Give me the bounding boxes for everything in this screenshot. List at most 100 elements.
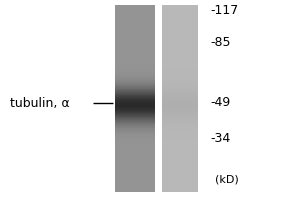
Bar bbox=[162, 22, 198, 23]
Bar bbox=[162, 155, 198, 156]
Bar bbox=[162, 31, 198, 32]
Bar bbox=[115, 79, 155, 80]
Bar bbox=[162, 34, 198, 35]
Bar bbox=[162, 147, 198, 148]
Bar bbox=[115, 156, 155, 157]
Bar bbox=[162, 100, 198, 101]
Bar bbox=[115, 53, 155, 54]
Bar bbox=[115, 151, 155, 152]
Bar bbox=[115, 91, 155, 92]
Bar bbox=[162, 176, 198, 177]
Bar bbox=[115, 143, 155, 144]
Bar bbox=[162, 183, 198, 184]
Bar bbox=[162, 129, 198, 130]
Bar bbox=[162, 62, 198, 63]
Bar bbox=[115, 41, 155, 42]
Bar bbox=[162, 16, 198, 17]
Bar bbox=[115, 177, 155, 178]
Bar bbox=[162, 133, 198, 134]
Bar bbox=[115, 154, 155, 155]
Bar bbox=[162, 93, 198, 94]
Bar bbox=[115, 68, 155, 69]
Bar bbox=[162, 91, 198, 92]
Bar bbox=[162, 184, 198, 185]
Bar bbox=[162, 149, 198, 150]
Bar bbox=[162, 114, 198, 115]
Bar bbox=[115, 61, 155, 62]
Bar bbox=[162, 54, 198, 55]
Bar bbox=[162, 14, 198, 15]
Bar bbox=[162, 63, 198, 64]
Bar bbox=[162, 106, 198, 107]
Bar bbox=[162, 30, 198, 31]
Bar bbox=[115, 121, 155, 122]
Bar bbox=[162, 12, 198, 13]
Bar bbox=[115, 116, 155, 117]
Bar bbox=[115, 125, 155, 126]
Bar bbox=[115, 17, 155, 18]
Bar bbox=[115, 164, 155, 165]
Bar bbox=[115, 72, 155, 73]
Bar bbox=[162, 97, 198, 98]
Bar bbox=[115, 8, 155, 9]
Bar bbox=[162, 157, 198, 158]
Bar bbox=[115, 27, 155, 28]
Bar bbox=[115, 80, 155, 81]
Bar bbox=[115, 129, 155, 130]
Bar bbox=[115, 75, 155, 76]
Bar bbox=[115, 172, 155, 173]
Bar bbox=[162, 158, 198, 159]
Bar bbox=[115, 120, 155, 121]
Bar bbox=[115, 134, 155, 135]
Bar bbox=[115, 44, 155, 45]
Bar bbox=[115, 142, 155, 143]
Bar bbox=[115, 82, 155, 83]
Bar bbox=[115, 102, 155, 103]
Bar bbox=[162, 130, 198, 131]
Bar bbox=[162, 38, 198, 39]
Bar bbox=[162, 87, 198, 88]
Bar bbox=[115, 146, 155, 147]
Bar bbox=[162, 47, 198, 48]
Bar bbox=[115, 98, 155, 99]
Bar bbox=[162, 187, 198, 188]
Bar bbox=[115, 105, 155, 106]
Bar bbox=[115, 69, 155, 70]
Bar bbox=[162, 46, 198, 47]
Bar bbox=[162, 172, 198, 173]
Bar bbox=[162, 80, 198, 81]
Bar bbox=[115, 166, 155, 167]
Bar bbox=[162, 126, 198, 127]
Bar bbox=[115, 85, 155, 86]
Bar bbox=[115, 25, 155, 26]
Bar bbox=[162, 122, 198, 123]
Bar bbox=[115, 23, 155, 24]
Bar bbox=[115, 130, 155, 131]
Bar bbox=[115, 101, 155, 102]
Bar bbox=[162, 37, 198, 38]
Bar bbox=[115, 135, 155, 136]
Bar bbox=[115, 54, 155, 55]
Bar bbox=[162, 64, 198, 65]
Bar bbox=[115, 9, 155, 10]
Bar bbox=[162, 60, 198, 61]
Bar bbox=[162, 112, 198, 113]
Bar bbox=[115, 150, 155, 151]
Bar bbox=[162, 61, 198, 62]
Bar bbox=[115, 131, 155, 132]
Bar bbox=[162, 90, 198, 91]
Bar bbox=[162, 57, 198, 58]
Bar bbox=[162, 83, 198, 84]
Bar bbox=[115, 90, 155, 91]
Bar bbox=[162, 49, 198, 50]
Bar bbox=[115, 86, 155, 87]
Bar bbox=[115, 122, 155, 123]
Bar bbox=[115, 92, 155, 93]
Bar bbox=[162, 105, 198, 106]
Bar bbox=[115, 10, 155, 11]
Bar bbox=[162, 139, 198, 140]
Bar bbox=[115, 107, 155, 108]
Bar bbox=[115, 158, 155, 159]
Bar bbox=[115, 115, 155, 116]
Bar bbox=[162, 75, 198, 76]
